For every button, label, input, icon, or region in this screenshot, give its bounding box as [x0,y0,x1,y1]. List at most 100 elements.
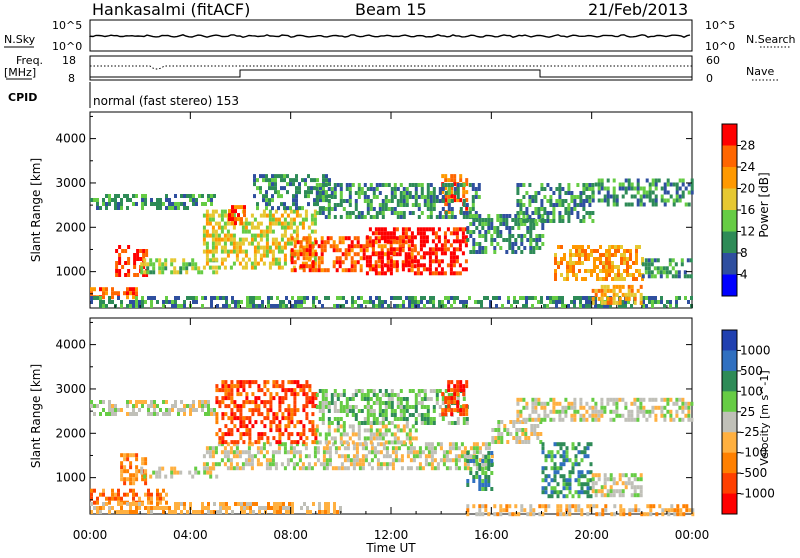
power-cell [374,271,378,276]
velocity-cell [316,450,320,455]
velocity-cell [400,454,404,459]
velocity-cell [565,494,569,499]
power-cell [383,271,387,276]
velocity-cell [90,400,93,404]
power-cell [630,202,634,207]
velocity-cell [348,409,352,413]
power-cell [636,178,640,183]
power-cell [572,245,575,249]
power-cell [443,243,447,248]
velocity-cell [275,424,279,429]
velocity-cell [155,470,159,475]
velocity-cell [132,412,135,416]
velocity-cell [269,420,273,425]
velocity-cell [308,388,312,393]
power-cell [256,206,259,211]
power-cell [523,246,527,250]
velocity-cell [226,442,230,447]
velocity-cell [427,442,431,447]
velocity-cell [305,412,309,417]
power-cell [623,269,626,273]
power-cell [591,183,595,187]
power-cell [624,296,628,301]
velocity-cell [370,458,374,463]
power-cell [579,191,583,195]
velocity-cell [409,458,413,463]
power-cell [185,266,189,271]
power-cell [313,221,317,226]
power-cell [244,261,248,266]
power-cell [490,218,494,222]
power-cell [173,270,177,275]
power-cell [432,187,436,191]
velocity-cell [286,462,290,467]
velocity-cell [459,408,463,413]
velocity-cell [462,412,466,417]
power-cell [341,252,345,257]
power-cell [429,215,433,219]
velocity-cell [357,389,361,393]
power-cell [386,248,390,253]
power-cell [452,251,456,256]
power-cell [620,245,623,249]
power-cell [496,234,500,238]
velocity-cell [631,508,635,513]
velocity-cell [240,502,243,506]
power-cell [205,257,209,262]
power-cell [219,296,222,300]
velocity-cell [550,466,554,471]
power-cell [480,300,483,304]
velocity-cell [448,466,452,471]
velocity-cell [441,412,445,417]
velocity-cell [363,397,367,401]
power-cell [472,222,476,226]
power-cell [566,261,569,265]
velocity-cell [245,396,249,401]
velocity-cell [309,510,312,514]
velocity-cell [589,504,593,509]
power-cell [323,268,327,273]
power-cell [573,300,576,304]
velocity-cell [223,446,227,451]
velocity-cell [574,504,578,509]
velocity-cell [275,440,279,445]
velocity-cell [342,405,346,409]
power-cell [432,304,435,308]
power-cell [620,261,623,265]
velocity-cell [336,510,339,514]
power-cell [514,238,518,242]
velocity-cell [408,436,412,441]
power-cell [380,271,384,276]
power-cell [606,194,610,199]
velocity-cell [129,481,133,486]
power-cell [201,304,204,308]
power-cell [645,194,649,199]
velocity-cell [283,442,287,447]
power-cell [434,255,438,260]
power-cell [567,215,571,219]
power-cell [238,249,242,254]
power-cell [471,207,475,211]
power-cell [472,214,476,218]
power-cell [520,238,524,242]
power-cell [585,304,588,308]
velocity-cell [457,466,461,471]
velocity-cell [574,446,578,451]
velocity-cell [691,508,695,513]
velocity-cell [202,466,206,471]
velocity-cell [460,442,464,447]
velocity-cell [211,462,215,467]
power-cell [446,239,450,244]
velocity-cell [153,404,156,408]
power-cell [393,207,397,211]
power-cell [525,300,528,304]
power-cell [437,263,441,268]
power-cell [231,217,234,222]
velocity-cell [447,388,451,393]
velocity-cell [408,389,412,393]
power-cell [129,304,132,308]
power-cell [558,219,562,223]
power-cell [642,186,646,191]
power-cell [420,195,424,199]
velocity-cell [296,408,300,413]
